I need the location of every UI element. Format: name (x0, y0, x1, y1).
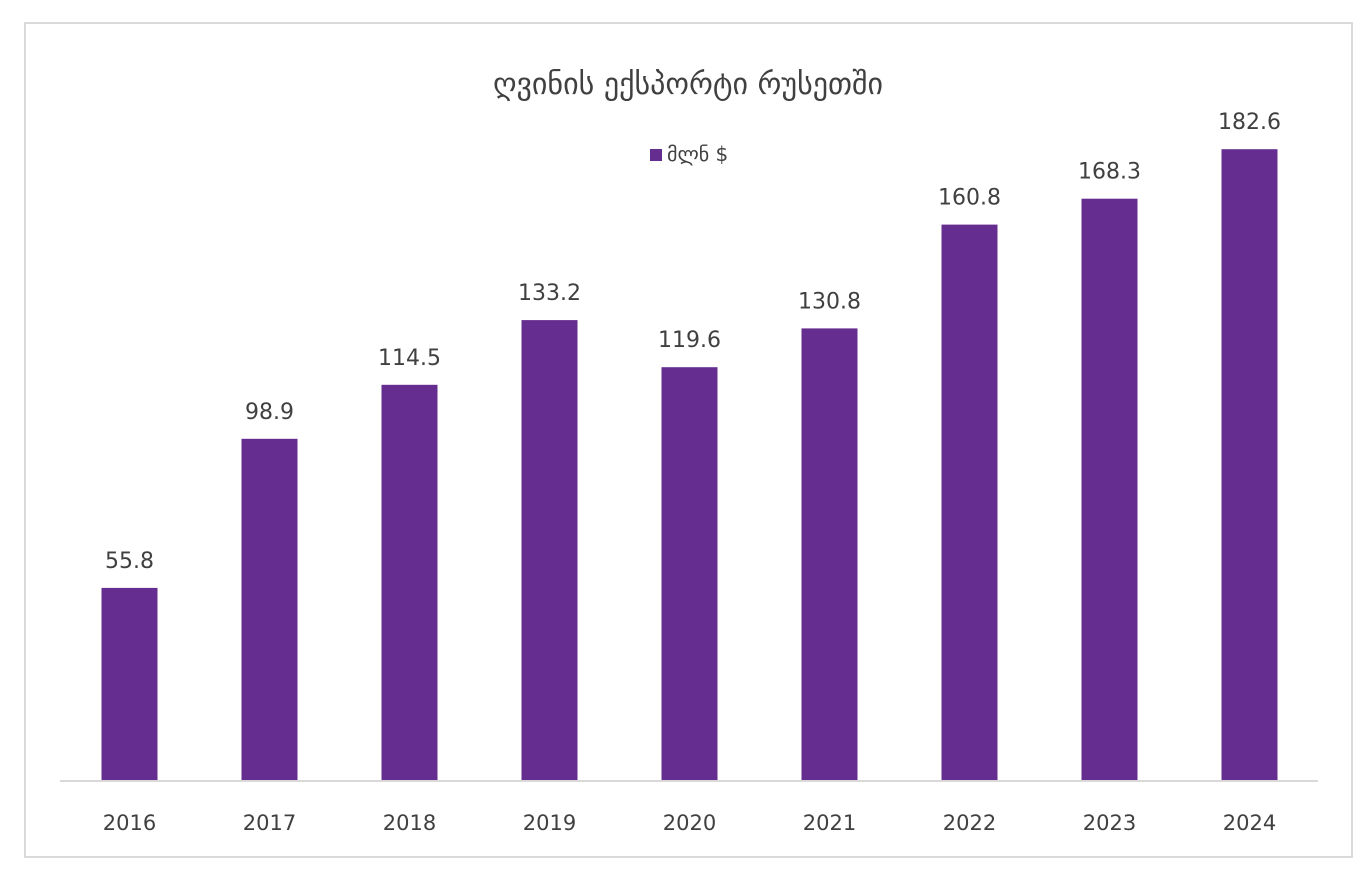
bar-2018 (381, 384, 438, 781)
data-label-2018: 114.5 (378, 346, 441, 371)
data-label-2020: 119.6 (658, 328, 721, 353)
data-label-2023: 168.3 (1078, 160, 1141, 185)
data-label-2019: 133.2 (518, 281, 581, 306)
data-labels-group: 55.8 98.9 114.5 133.2 119.6 130.8 160.8 168.3 18… (105, 110, 1281, 574)
bar-2022 (941, 224, 998, 782)
x-tick-label-2018: 2018 (383, 811, 436, 835)
data-label-2016: 55.8 (105, 549, 154, 574)
bar-2016 (101, 587, 158, 781)
legend: მლნ $ (650, 142, 728, 166)
bar-2024 (1221, 149, 1278, 781)
x-tick-label-2023: 2023 (1083, 811, 1136, 835)
bar-2021 (801, 328, 858, 781)
bar-2020 (661, 367, 718, 781)
x-tick-label-2022: 2022 (943, 811, 996, 835)
bars-group (101, 149, 1278, 782)
data-label-2024: 182.6 (1218, 110, 1281, 135)
data-label-2022: 160.8 (938, 186, 1001, 211)
x-tick-label-2019: 2019 (523, 811, 576, 835)
x-tick-label-2021: 2021 (803, 811, 856, 835)
x-tick-labels-group: 2016 2017 2018 2019 2020 2021 2022 2023 2024 (103, 811, 1276, 835)
legend-label: მლნ $ (667, 142, 728, 166)
data-label-2021: 130.8 (798, 289, 861, 314)
x-tick-label-2020: 2020 (663, 811, 716, 835)
bar-2019 (521, 320, 578, 781)
data-label-2017: 98.9 (245, 400, 294, 425)
x-tick-label-2024: 2024 (1223, 811, 1276, 835)
x-tick-label-2017: 2017 (243, 811, 296, 835)
legend-swatch (650, 149, 662, 161)
bar-2017 (241, 438, 298, 781)
bar-2023 (1081, 198, 1138, 781)
x-tick-label-2016: 2016 (103, 811, 156, 835)
chart-title: ღვინის ექსპორტი რუსეთში (493, 67, 883, 102)
